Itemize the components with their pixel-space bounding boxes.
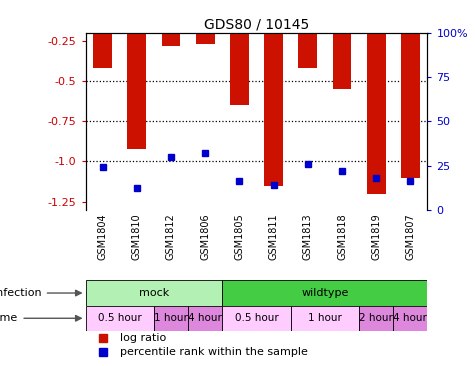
Bar (291, 306, 359, 331)
Bar (230, 33, 249, 105)
Bar (162, 33, 180, 46)
Text: GSM1819: GSM1819 (371, 213, 381, 260)
Bar (332, 33, 352, 89)
Text: infection: infection (0, 288, 81, 298)
Bar (86, 306, 154, 331)
Bar (222, 280, 428, 306)
Bar (367, 33, 386, 194)
Text: wildtype: wildtype (301, 288, 349, 298)
Bar (127, 33, 146, 149)
Bar (401, 33, 420, 178)
Text: GSM1813: GSM1813 (303, 213, 313, 260)
Text: mock: mock (139, 288, 169, 298)
Text: GSM1807: GSM1807 (405, 213, 416, 260)
Text: 1 hour: 1 hour (308, 313, 342, 323)
Text: GSM1804: GSM1804 (97, 213, 108, 260)
Text: 4 hour: 4 hour (188, 313, 222, 323)
Text: 0.5 hour: 0.5 hour (98, 313, 142, 323)
Text: GSM1806: GSM1806 (200, 213, 210, 260)
Bar (222, 306, 291, 331)
Text: GSM1805: GSM1805 (234, 213, 245, 260)
Text: percentile rank within the sample: percentile rank within the sample (120, 347, 308, 357)
Bar (188, 306, 222, 331)
Text: GSM1812: GSM1812 (166, 213, 176, 260)
Bar (393, 306, 428, 331)
Text: 0.5 hour: 0.5 hour (235, 313, 278, 323)
Text: log ratio: log ratio (120, 333, 166, 343)
Bar (359, 306, 393, 331)
Text: time: time (0, 313, 81, 323)
Text: GSM1818: GSM1818 (337, 213, 347, 260)
Text: 4 hour: 4 hour (393, 313, 428, 323)
Bar (298, 33, 317, 68)
Bar (154, 306, 188, 331)
Title: GDS80 / 10145: GDS80 / 10145 (204, 18, 309, 32)
Text: GSM1810: GSM1810 (132, 213, 142, 260)
Text: 2 hour: 2 hour (359, 313, 393, 323)
Bar (264, 33, 283, 186)
Text: GSM1811: GSM1811 (268, 213, 279, 260)
Bar (196, 33, 215, 44)
Bar (86, 280, 222, 306)
Bar (93, 33, 112, 68)
Text: 1 hour: 1 hour (154, 313, 188, 323)
